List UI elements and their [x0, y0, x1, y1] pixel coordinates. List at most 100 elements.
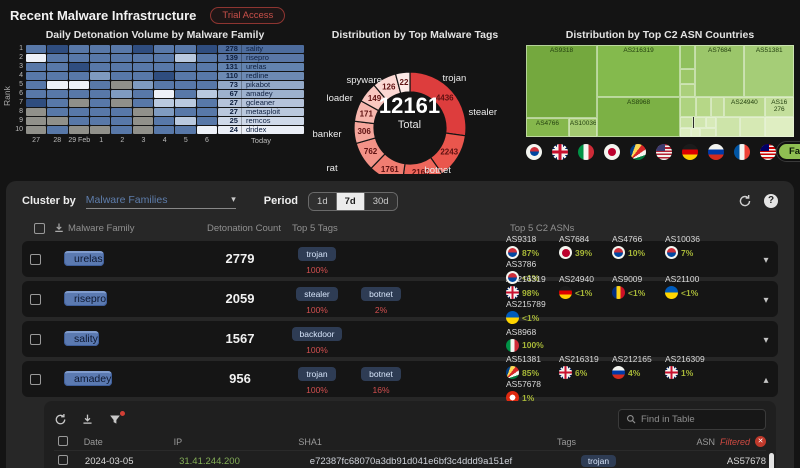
filter-button[interactable] — [108, 409, 126, 426]
treemap-cell[interactable] — [680, 127, 691, 137]
flag-ro-icon — [612, 286, 625, 299]
heatmap-cell — [175, 108, 196, 116]
family-tag-toggle[interactable]: FamilyTag — [776, 141, 800, 162]
heatmap-legend-item[interactable]: 27 metasploit — [217, 108, 304, 116]
treemap-cell-AS4766[interactable]: AS4766 — [526, 117, 569, 137]
heatmap-legend-item[interactable]: 73 pikabot — [217, 81, 304, 89]
treemap-cell[interactable] — [680, 116, 694, 128]
row-checkbox[interactable] — [30, 293, 41, 305]
x-tick: 2 — [120, 137, 125, 144]
donut-segment-tag[interactable] — [394, 71, 411, 94]
treemap-cell-AS24940[interactable]: AS24940 — [724, 96, 765, 117]
family-row-urelas[interactable]: urelas 2779 trojan 100% AS9318 87% AS768… — [22, 234, 778, 284]
row-checkbox[interactable] — [58, 454, 68, 465]
treemap-cell[interactable] — [716, 116, 741, 137]
treemap-cell[interactable] — [680, 45, 695, 69]
tag-chip-trojan[interactable]: trojan — [298, 246, 336, 261]
treemap-cell-AS9318[interactable]: AS9318 — [526, 45, 598, 118]
tag-chip-botnet[interactable]: botnet — [361, 366, 401, 381]
asn-name: AS212165 — [612, 354, 652, 364]
family-row-sality[interactable]: sality 1567 backdoor 100% AS8968 100% ▾ — [22, 321, 778, 357]
expand-chevron-icon[interactable]: ▴ — [763, 375, 769, 386]
expand-chevron-icon[interactable]: ▾ — [763, 295, 769, 306]
tag-chip-botnet[interactable]: botnet — [361, 286, 401, 301]
asn-name: AS4766 — [612, 234, 643, 244]
treemap-cell-AS216319[interactable]: AS216319 — [597, 45, 681, 97]
col-header-sha1: SHA1 — [298, 436, 322, 447]
heatmap-row: 3 131 urelas — [12, 63, 304, 71]
period-7d-button[interactable]: 7d — [335, 192, 364, 210]
tag-chip-backdoor[interactable]: backdoor — [291, 326, 343, 341]
treemap-cell-AS8968[interactable]: AS8968 — [597, 96, 681, 137]
find-in-table-search[interactable] — [618, 408, 766, 430]
search-input[interactable] — [641, 413, 751, 425]
heatmap-legend-item[interactable]: 139 risepro — [217, 54, 304, 62]
refresh-button[interactable] — [738, 194, 752, 208]
family-bar[interactable]: risepro — [64, 290, 108, 306]
asn-countries-treemap[interactable]: AS9318 AS4766 AS10036 AS216319 AS8968 AS7684 A… — [526, 45, 794, 137]
cluster-by-dropdown[interactable]: Malware Families ▾ — [85, 194, 236, 209]
subtable-download-button[interactable] — [81, 413, 94, 426]
treemap-cell[interactable] — [693, 116, 706, 128]
tag-chip-stealer[interactable]: stealer — [296, 286, 338, 301]
tag-chip-trojan[interactable]: trojan — [580, 455, 617, 467]
download-icon[interactable] — [53, 222, 65, 234]
help-icon[interactable]: ? — [764, 194, 778, 208]
heatmap-cell — [196, 117, 217, 125]
treemap-cell[interactable] — [680, 83, 695, 97]
period-30d-button[interactable]: 30d — [363, 192, 397, 210]
malware-tags-donut[interactable]: 4436 2243 2160 1761 762 306 171 149 126 22 12161 … — [313, 45, 518, 174]
heatmap-legend-item[interactable]: 110 redline — [217, 72, 304, 80]
expand-chevron-icon[interactable]: ▾ — [763, 335, 769, 346]
heatmap-legend-item[interactable]: 25 remcos — [217, 117, 304, 125]
treemap-cell[interactable] — [680, 96, 697, 117]
treemap-cell[interactable] — [696, 96, 711, 117]
period-1d-button[interactable]: 1d — [309, 192, 336, 210]
treemap-cell[interactable] — [690, 127, 701, 137]
treemap-cell-AS10036[interactable]: AS10036 — [568, 117, 597, 137]
sample-sha1[interactable]: e72387fc68070a3db91d041e6bf3c4ddd9a151ef — [309, 455, 513, 467]
select-all-checkbox[interactable] — [34, 222, 45, 234]
treemap-cell-AS16276[interactable]: AS16 276 — [764, 96, 794, 117]
family-bar[interactable]: amadey — [64, 370, 113, 386]
flag-ru-icon — [612, 366, 625, 379]
row-checkbox[interactable] — [30, 373, 41, 385]
treemap-cell-label: AS9318 — [549, 47, 574, 54]
treemap-cell[interactable] — [700, 127, 717, 137]
heatmap-legend-item[interactable]: 27 gcleaner — [217, 99, 304, 107]
heatmap-legend-item[interactable]: 67 amadey — [217, 90, 304, 98]
clear-filter-icon[interactable]: ✕ — [755, 436, 767, 447]
detonation-row[interactable]: 2024-03-05 31.41.244.200 e72387fc68070a3… — [54, 450, 766, 468]
family-bar[interactable]: urelas — [64, 250, 104, 266]
trial-access-badge[interactable]: Trial Access — [210, 7, 286, 24]
asn-name: AS9009 — [612, 274, 643, 284]
subtable-refresh-button[interactable] — [54, 413, 67, 426]
treemap-cell-AS7684[interactable]: AS7684 — [694, 45, 745, 97]
heatmap-legend-item[interactable]: 24 dridex — [217, 126, 304, 134]
heatmap-legend-item[interactable]: 278 sality — [217, 45, 304, 53]
detonation-heatmap[interactable]: 1 278 sality 2 139 risepro 3 131 urelas 4 110 re… — [12, 45, 304, 147]
asn-name: AS3786 — [506, 259, 537, 269]
treemap-cell[interactable] — [705, 116, 717, 128]
toggle-family[interactable]: Family — [779, 144, 800, 159]
row-checkbox[interactable] — [30, 333, 41, 345]
subtable-select-all-checkbox[interactable] — [58, 435, 68, 446]
heatmap-legend-item[interactable]: 131 urelas — [217, 63, 304, 71]
treemap-cell-AS51381[interactable]: AS51381 — [744, 45, 794, 97]
expand-chevron-icon[interactable]: ▾ — [763, 255, 769, 266]
heatmap-cell — [47, 45, 68, 53]
treemap-cell[interactable] — [680, 68, 695, 84]
family-bar[interactable]: sality — [64, 330, 99, 346]
tag-chip-trojan[interactable]: trojan — [298, 366, 336, 381]
treemap-cell[interactable] — [740, 116, 765, 137]
subtable-scrollbar[interactable] — [769, 453, 774, 468]
treemap-cell[interactable] — [710, 96, 725, 117]
family-row-amadey[interactable]: amadey 956 trojan 100% botnet 16% AS5138… — [22, 354, 778, 404]
treemap-cell[interactable] — [764, 116, 794, 137]
family-row-risepro[interactable]: risepro 2059 stealer 100% botnet 2% AS21… — [22, 274, 778, 324]
period-button-group[interactable]: 1d 7d 30d — [308, 191, 398, 211]
row-checkbox[interactable] — [30, 253, 41, 265]
rank-number: 5 — [19, 81, 23, 88]
c2-ip[interactable]: 31.41.244.200 — [179, 455, 240, 467]
